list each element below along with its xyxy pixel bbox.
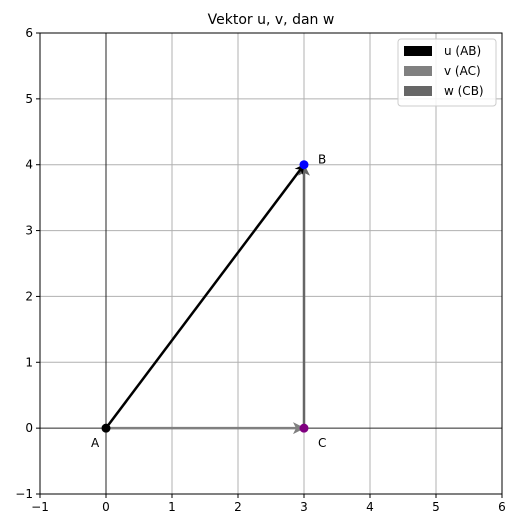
legend-swatch (404, 86, 432, 96)
legend-swatch (404, 46, 432, 56)
y-tick-label: −1 (15, 487, 33, 501)
x-tick-label: 0 (102, 500, 110, 514)
chart-title: Vektor u, v, dan w (208, 12, 335, 28)
y-tick-label: 4 (25, 158, 33, 172)
points: A B C (91, 153, 326, 450)
y-tick-label: 1 (25, 355, 33, 369)
point-label-a: A (91, 436, 100, 450)
x-tick-label: 5 (432, 500, 440, 514)
legend: u (AB) v (AC) w (CB) (398, 39, 496, 106)
legend-label: u (AB) (444, 44, 481, 58)
point-label-c: C (318, 436, 326, 450)
point-c (300, 424, 309, 433)
x-tick-label: 3 (300, 500, 308, 514)
y-tick-label: 5 (25, 92, 33, 106)
y-tick-label: 2 (25, 289, 33, 303)
x-tick-label: 4 (366, 500, 374, 514)
point-b (300, 160, 309, 169)
y-tick-label: 0 (25, 421, 33, 435)
x-tick-label: 2 (234, 500, 242, 514)
x-tick-label: −1 (31, 500, 49, 514)
y-tick-label: 3 (25, 224, 33, 238)
legend-label: v (AC) (444, 64, 481, 78)
y-tick-label: 6 (25, 26, 33, 40)
x-tick-label: 1 (168, 500, 176, 514)
legend-swatch (404, 66, 432, 76)
x-axis-ticks: −1 0 1 2 3 4 5 6 (31, 494, 506, 514)
point-label-b: B (318, 153, 326, 167)
legend-label: w (CB) (444, 84, 484, 98)
y-axis-ticks: −1 0 1 2 3 4 5 6 (15, 26, 40, 501)
point-a (102, 424, 111, 433)
x-tick-label: 6 (498, 500, 506, 514)
